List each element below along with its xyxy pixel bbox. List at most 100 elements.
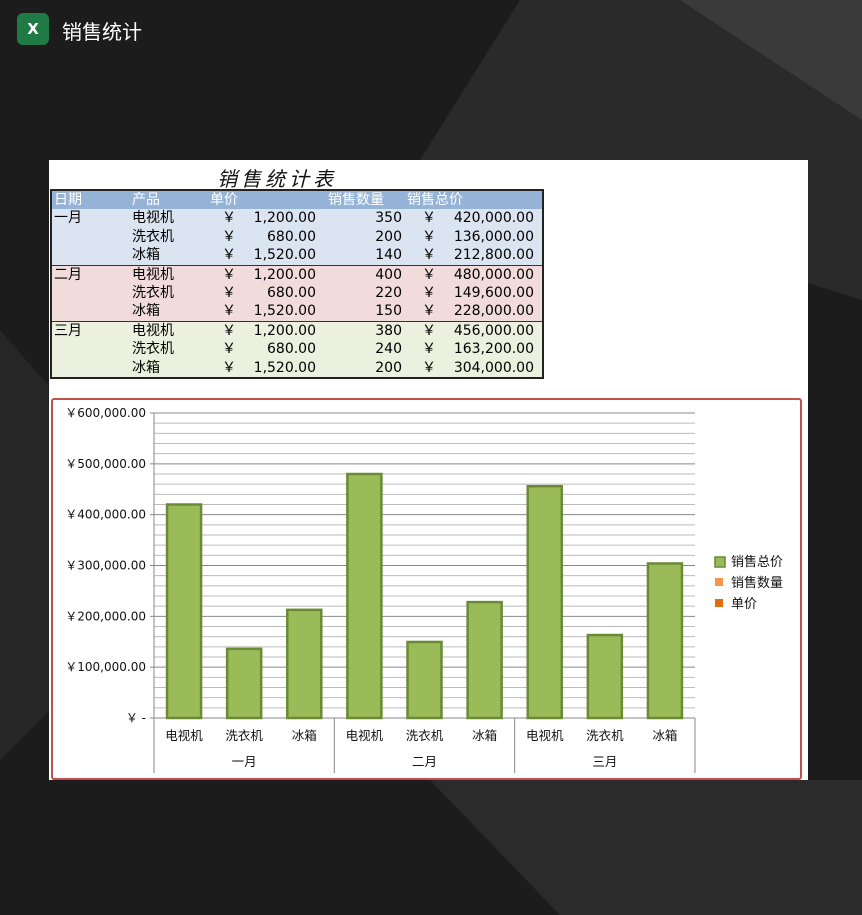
currency-symbol: ￥ — [222, 210, 236, 227]
qty-cell: 350 — [375, 210, 402, 227]
x-tick-label: 电视机 — [346, 728, 384, 743]
table-row: 二月 电视机 ￥ 1,200.00 400 ￥ 480,000.00 — [52, 264, 542, 284]
sheet-title: 销售统计表 — [217, 167, 337, 191]
qty-cell: 200 — [375, 359, 402, 376]
legend-swatch — [714, 556, 726, 568]
bar — [586, 633, 624, 720]
currency-symbol: ￥ — [422, 228, 436, 245]
sales-table: 日期 产品 单价 销售数量 销售总价 一月 电视机 ￥ 1,200.00 350 ￥ 420… — [50, 189, 544, 379]
total-cell: 480,000.00 — [453, 266, 534, 283]
title-bar: X 销售统计 — [0, 0, 862, 60]
x-tick-label: 洗衣机 — [225, 728, 263, 743]
total-cell: 163,200.00 — [453, 341, 534, 358]
currency-symbol: ￥ — [222, 322, 236, 339]
header-qty: 销售数量 — [328, 192, 384, 208]
currency-symbol: ￥ — [222, 341, 236, 358]
currency-symbol: ￥ — [422, 303, 436, 320]
total-cell: 304,000.00 — [453, 359, 534, 376]
currency-symbol: ￥ — [422, 210, 436, 227]
currency-symbol: ￥ — [422, 247, 436, 264]
sales-chart[interactable]: ￥ - ￥100,000.00 ￥200,000.00 ￥300,000.00 ￥400… — [51, 398, 802, 780]
group-label: 二月 — [412, 754, 437, 769]
table-row: 一月 电视机 ￥ 1,200.00 350 ￥ 420,000.00 — [52, 209, 542, 228]
currency-symbol: ￥ — [222, 359, 236, 376]
product-cell: 电视机 — [132, 210, 174, 227]
total-cell: 456,000.00 — [453, 322, 534, 339]
currency-symbol: ￥ — [222, 303, 236, 320]
product-cell: 冰箱 — [132, 359, 160, 376]
table-row: 冰箱 ￥ 1,520.00 200 ￥ 304,000.00 — [52, 358, 542, 377]
group-label: 三月 — [592, 754, 617, 769]
y-tick-label: ￥300,000.00 — [65, 559, 146, 573]
header-total: 销售总价 — [407, 192, 463, 208]
x-tick-label: 洗衣机 — [586, 728, 624, 743]
bar — [646, 562, 684, 720]
excel-icon: X — [17, 13, 49, 45]
table-header: 日期 产品 单价 销售数量 销售总价 — [52, 191, 542, 210]
x-tick-label: 冰箱 — [652, 728, 677, 743]
qty-cell: 380 — [375, 322, 402, 339]
legend-swatch — [715, 599, 723, 607]
product-cell: 洗衣机 — [132, 341, 174, 358]
price-cell: 1,200.00 — [253, 322, 316, 339]
total-cell: 136,000.00 — [453, 228, 534, 245]
bar — [406, 640, 443, 720]
total-cell: 228,000.00 — [453, 303, 534, 320]
currency-symbol: ￥ — [422, 266, 436, 283]
x-tick-label: 冰箱 — [472, 728, 497, 743]
y-tick-label: ￥100,000.00 — [65, 660, 146, 674]
currency-symbol: ￥ — [422, 322, 436, 339]
currency-symbol: ￥ — [222, 228, 236, 245]
bar — [466, 600, 503, 720]
y-tick-label: ￥200,000.00 — [65, 609, 146, 623]
app-title: 销售统计 — [62, 20, 142, 44]
total-cell: 420,000.00 — [453, 210, 534, 227]
table-row: 冰箱 ￥ 1,520.00 150 ￥ 228,000.00 — [52, 302, 542, 321]
price-cell: 1,200.00 — [253, 266, 316, 283]
x-tick-label: 电视机 — [526, 728, 564, 743]
currency-symbol: ￥ — [422, 359, 436, 376]
y-tick-label: ￥400,000.00 — [65, 508, 146, 522]
legend-label: 销售总价 — [731, 554, 783, 570]
total-cell: 212,800.00 — [453, 247, 534, 264]
y-tick-label: ￥500,000.00 — [65, 457, 146, 471]
month-cell: 二月 — [54, 266, 82, 283]
product-cell: 冰箱 — [132, 303, 160, 320]
total-cell: 149,600.00 — [453, 284, 534, 301]
legend-label: 销售数量 — [731, 575, 783, 591]
y-tick-label: ￥ - — [126, 711, 146, 725]
price-cell: 680.00 — [267, 228, 316, 245]
x-tick-label: 冰箱 — [292, 728, 317, 743]
bar — [346, 472, 383, 720]
qty-cell: 200 — [375, 228, 402, 245]
table-row: 三月 电视机 ￥ 1,200.00 380 ￥ 456,000.00 — [52, 320, 542, 341]
table-row: 洗衣机 ￥ 680.00 220 ￥ 149,600.00 — [52, 283, 542, 303]
header-product: 产品 — [132, 192, 160, 208]
price-cell: 1,520.00 — [253, 303, 316, 320]
qty-cell: 400 — [375, 266, 402, 283]
price-cell: 1,200.00 — [253, 210, 316, 227]
legend-label: 单价 — [731, 597, 757, 612]
bar — [165, 503, 203, 720]
header-date: 日期 — [54, 192, 82, 208]
product-cell: 冰箱 — [132, 247, 160, 264]
month-cell: 三月 — [54, 322, 82, 339]
header-price: 单价 — [210, 192, 238, 208]
product-cell: 电视机 — [132, 266, 174, 283]
currency-symbol: ￥ — [422, 284, 436, 301]
table-row: 洗衣机 ￥ 680.00 240 ￥ 163,200.00 — [52, 340, 542, 359]
table-row: 洗衣机 ￥ 680.00 200 ￥ 136,000.00 — [52, 227, 542, 247]
product-cell: 洗衣机 — [132, 284, 174, 301]
x-tick-label: 洗衣机 — [406, 728, 444, 743]
x-tick-label: 电视机 — [165, 728, 203, 743]
y-tick-label: ￥600,000.00 — [65, 406, 146, 420]
qty-cell: 150 — [375, 303, 402, 320]
currency-symbol: ￥ — [222, 247, 236, 264]
price-cell: 1,520.00 — [253, 359, 316, 376]
spreadsheet[interactable]: 销售统计表 日期 产品 单价 销售数量 销售总价 一月 电视机 ￥ 1,200.00 3… — [49, 160, 808, 780]
bar — [526, 484, 563, 720]
currency-symbol: ￥ — [222, 266, 236, 283]
bar — [286, 608, 323, 720]
currency-symbol: ￥ — [222, 284, 236, 301]
price-cell: 1,520.00 — [253, 247, 316, 264]
